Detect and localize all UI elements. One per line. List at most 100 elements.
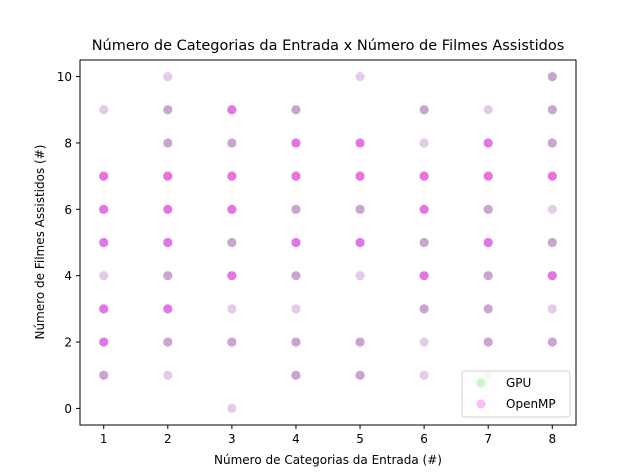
point-openmp [227,237,237,248]
x-tick-label: 6 [420,432,428,446]
point-gpu [483,138,493,148]
x-tick-label: 7 [484,432,492,446]
point-openmp [163,171,173,181]
point-openmp [99,337,109,347]
legend-marker-openmp [476,399,486,409]
point-gpu [291,237,301,248]
point-openmp [419,337,429,347]
y-tick-label: 4 [64,269,72,283]
point-openmp [163,337,173,347]
point-openmp [483,237,493,248]
point-gpu [483,237,493,248]
point-openmp [227,337,237,347]
point-openmp [547,204,557,214]
point-openmp [547,237,557,248]
point-gpu [227,105,237,115]
legend-frame [461,370,571,418]
point-openmp [419,271,429,281]
point-gpu [291,271,301,281]
point-gpu [483,105,493,115]
point-openmp [99,271,109,281]
point-gpu [547,71,557,82]
point-openmp [419,204,429,214]
point-gpu [163,271,173,281]
point-gpu [291,370,301,380]
point-gpu [483,171,493,181]
point-gpu [355,171,365,181]
point-openmp [99,304,109,314]
point-gpu [547,271,557,281]
y-tick-label: 0 [64,402,72,416]
point-openmp [483,271,493,281]
point-gpu [291,304,301,314]
point-gpu [163,237,173,248]
point-gpu [547,337,557,347]
point-openmp [163,138,173,148]
point-openmp [163,370,173,380]
point-openmp [419,105,429,115]
point-openmp [547,105,557,115]
point-openmp [291,337,301,347]
point-gpu [227,138,237,148]
point-openmp [547,171,557,181]
point-openmp [355,370,365,380]
point-gpu [227,237,237,248]
legend-label-openmp: OpenMP [506,397,556,411]
point-openmp [99,171,109,181]
point-openmp [483,337,493,347]
point-openmp [99,105,109,115]
point-gpu [99,304,109,314]
point-openmp [99,204,109,214]
point-gpu [291,105,301,115]
point-openmp [99,237,109,248]
point-openmp [547,271,557,281]
point-openmp [355,138,365,148]
chart-title: Número de Categorias da Entrada x Número… [92,38,565,54]
point-gpu [291,138,301,148]
point-gpu [419,304,429,314]
point-openmp [547,337,557,347]
point-openmp [419,171,429,181]
point-gpu [291,337,301,347]
point-openmp [355,204,365,214]
point-gpu [99,337,109,347]
point-gpu [547,171,557,181]
x-tick-label: 8 [548,432,556,446]
point-openmp [291,138,301,148]
point-openmp [419,304,429,314]
point-gpu [547,237,557,248]
point-openmp [419,237,429,248]
point-gpu [355,370,365,380]
point-openmp [483,304,493,314]
point-gpu [419,271,429,281]
point-gpu [163,171,173,181]
point-gpu [163,71,173,82]
point-gpu [355,138,365,148]
point-gpu [419,105,429,115]
y-tick-label: 6 [64,203,72,217]
point-gpu [483,204,493,214]
legend-label-gpu: GPU [506,376,531,390]
point-gpu [99,237,109,248]
point-gpu [227,204,237,214]
point-gpu [99,171,109,181]
point-openmp [291,304,301,314]
point-openmp [227,171,237,181]
point-gpu [227,171,237,181]
point-gpu [483,337,493,347]
point-openmp [99,370,109,380]
point-gpu [547,105,557,115]
x-axis-label: Número de Categorias da Entrada (#) [214,453,442,467]
point-openmp [355,337,365,347]
point-gpu [355,71,365,82]
point-gpu [163,138,173,148]
point-gpu [291,204,301,214]
plot-frame [79,59,577,426]
point-openmp [227,105,237,115]
series-gpu [99,71,557,414]
point-gpu [99,271,109,281]
point-openmp [547,304,557,314]
y-axis: 0 2 4 6 8 10 [57,70,80,416]
point-openmp [291,271,301,281]
